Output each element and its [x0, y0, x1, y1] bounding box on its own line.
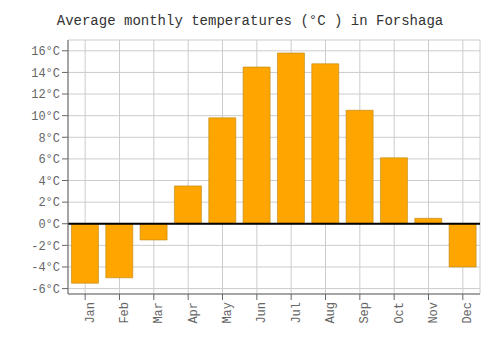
svg-text:Dec: Dec — [461, 302, 475, 324]
svg-text:Nov: Nov — [427, 302, 441, 324]
svg-text:0°C: 0°C — [38, 218, 60, 232]
html-text:Average monthly temperatures (: Average monthly temperatures (°C ) in Fo… — [56, 13, 444, 29]
svg-text:4°C: 4°C — [38, 175, 60, 189]
svg-text:12°C: 12°C — [31, 88, 60, 102]
svg-text:-2°C: -2°C — [31, 240, 60, 254]
svg-text:Feb: Feb — [118, 302, 132, 324]
svg-text:8°C: 8°C — [38, 132, 60, 146]
svg-text:Apr: Apr — [187, 302, 201, 324]
svg-text:Sep: Sep — [358, 302, 372, 324]
svg-text:Jan: Jan — [84, 302, 98, 324]
svg-text:Mar: Mar — [152, 302, 166, 324]
svg-text:May: May — [221, 302, 235, 324]
svg-text:Jun: Jun — [255, 302, 269, 324]
svg-text:-6°C: -6°C — [31, 283, 60, 297]
svg-text:Aug: Aug — [324, 302, 338, 324]
svg-text:2°C: 2°C — [38, 196, 60, 210]
svg-text:16°C: 16°C — [31, 45, 60, 59]
svg-text:-4°C: -4°C — [31, 261, 60, 275]
svg-text:Oct: Oct — [393, 302, 407, 324]
svg-text:6°C: 6°C — [38, 153, 60, 167]
svg-text:14°C: 14°C — [31, 67, 60, 81]
svg-text:Jul: Jul — [290, 302, 304, 324]
svg-text:10°C: 10°C — [31, 110, 60, 124]
